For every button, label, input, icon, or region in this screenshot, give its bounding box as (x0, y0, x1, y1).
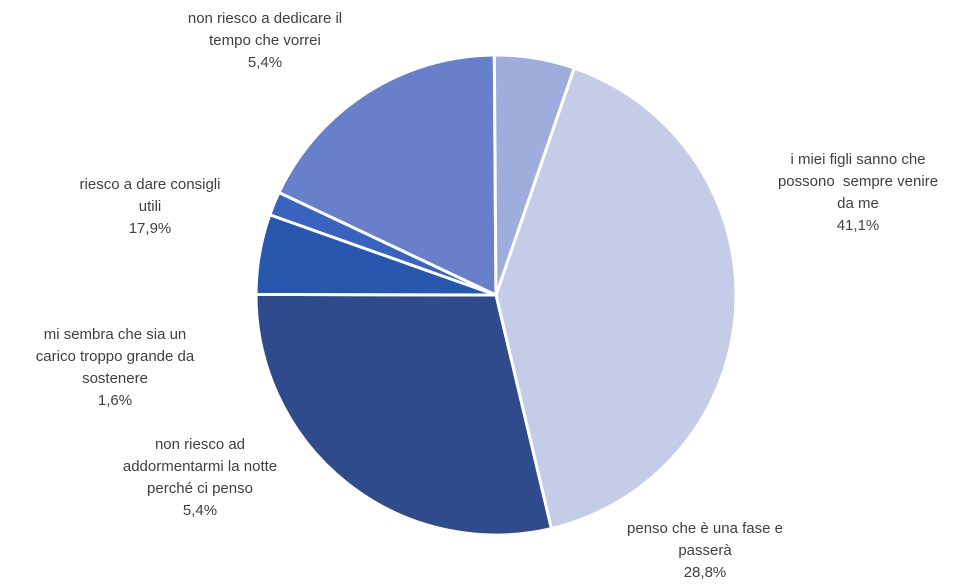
pie-slice-0 (494, 66, 738, 531)
slice-label-dedicare-tempo: non riesco a dedicare il tempo che vorre… (150, 8, 380, 74)
pie-slice-4 (277, 53, 498, 297)
label-line: mi sembra che sia un (43, 326, 187, 343)
label-line: i miei figli sanno che (790, 151, 926, 168)
label-line: addormentarmi la notte (122, 458, 278, 475)
slice-label-penso-fase: penso che è una fase e passerà 28,8% (590, 518, 820, 584)
label-line: utili (138, 198, 162, 215)
pie-slice-1 (254, 292, 553, 537)
slice-label-consigli-utili: riesco a dare consigli utili 17,9% (35, 174, 265, 240)
label-line: tempo che vorrei (209, 32, 321, 49)
slice-value-label: 41,1% (836, 217, 880, 234)
label-line: da me (837, 195, 879, 212)
slice-label-carico-troppo: mi sembra che sia un carico troppo grand… (0, 324, 230, 412)
label-line: riesco a dare consigli (79, 176, 221, 193)
label-line: perché ci penso (147, 480, 253, 497)
label-line: possono sempre venire (777, 173, 939, 190)
label-line: passerà (678, 542, 732, 559)
label-line: non riesco a dedicare il (187, 10, 343, 27)
slice-value-label: 5,4% (247, 54, 283, 71)
label-line: carico troppo grande da (35, 348, 195, 365)
slice-value-label: 1,6% (97, 392, 133, 409)
slice-label-non-riesco-addormentarmi: non riesco ad addormentarmi la notte per… (70, 434, 330, 522)
pie-slice-5 (492, 53, 576, 297)
slice-value-label: 17,9% (128, 220, 172, 237)
slice-value-label: 5,4% (182, 502, 218, 519)
slice-label-i-miei-figli: i miei figli sanno che possono sempre ve… (748, 149, 968, 237)
label-line: non riesco ad (154, 436, 246, 453)
slice-value-label: 28,8% (683, 564, 727, 581)
label-line: sostenere (82, 370, 148, 387)
label-line: penso che è una fase e (627, 520, 783, 537)
